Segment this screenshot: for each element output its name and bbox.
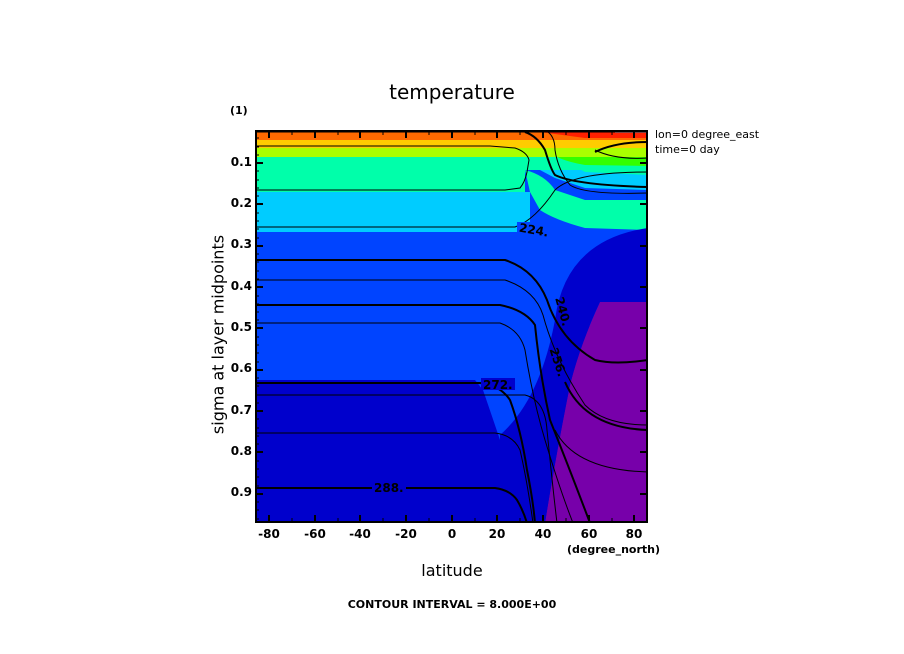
x-tick-label: -60 xyxy=(304,527,326,541)
x-minor-ticks xyxy=(291,130,613,523)
metadata-time: time=0 day xyxy=(655,143,720,156)
y-tick-label: 0.4 xyxy=(230,279,252,293)
panel-tag: (1) xyxy=(230,104,248,117)
chart-title: temperature xyxy=(389,80,515,104)
y-tick-label: 0.3 xyxy=(230,237,252,251)
x-axis-units: (degree_north) xyxy=(567,543,661,556)
metadata-lon: lon=0 degree_east xyxy=(655,128,760,141)
y-axis-label: sigma at layer midpoints xyxy=(208,234,228,435)
y-tick-label: 0.8 xyxy=(230,444,252,458)
x-ticks xyxy=(268,130,635,523)
x-tick-label: 0 xyxy=(447,527,457,541)
x-tick-label: -20 xyxy=(395,527,417,541)
x-axis-label: latitude xyxy=(421,561,483,580)
x-tick-label: -80 xyxy=(258,527,280,541)
y-ticks xyxy=(255,162,648,495)
contour-interval-note: CONTOUR INTERVAL = 8.000E+00 xyxy=(347,598,557,611)
y-tick-label: 0.7 xyxy=(230,403,252,417)
x-tick-label: 80 xyxy=(625,527,643,541)
band-purple xyxy=(545,302,648,523)
contour-label-224: 224. xyxy=(518,221,550,240)
y-minor-ticks xyxy=(255,137,259,520)
x-tick-label: -40 xyxy=(349,527,371,541)
x-tick-label: 40 xyxy=(534,527,552,541)
x-tick-label: 20 xyxy=(488,527,506,541)
y-tick-label: 0.9 xyxy=(230,485,252,499)
y-tick-label: 0.6 xyxy=(230,361,252,375)
y-tick-label: 0.1 xyxy=(230,155,252,169)
x-tick-label: 60 xyxy=(580,527,598,541)
y-tick-label: 0.5 xyxy=(230,320,252,334)
contour-label-272: 272. xyxy=(483,378,513,392)
contour-label-288: 288. xyxy=(374,481,404,495)
y-tick-label: 0.2 xyxy=(230,196,252,210)
contour-plot: 224. 240. 256. 272. 288. xyxy=(255,130,648,523)
